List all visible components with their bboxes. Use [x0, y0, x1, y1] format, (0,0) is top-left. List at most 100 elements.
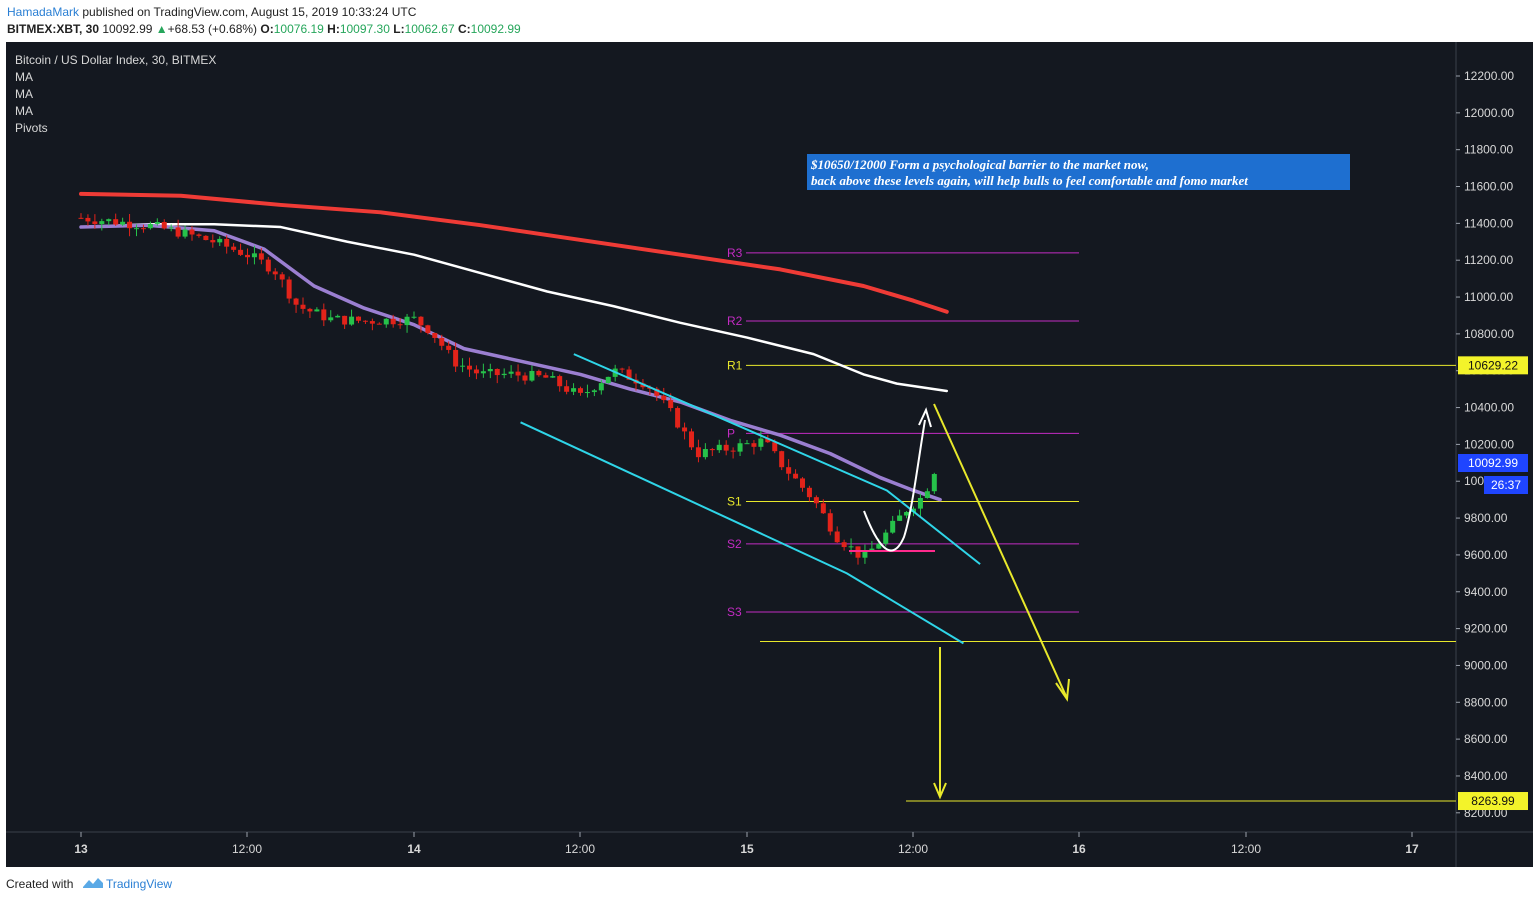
candle-body — [848, 546, 854, 548]
candle-body — [522, 375, 528, 381]
candle-body — [890, 520, 896, 533]
candle-body — [390, 318, 396, 325]
publication-line: HamadaMark published on TradingView.com,… — [7, 5, 416, 19]
legend-ma-3[interactable]: MA — [15, 104, 33, 118]
candle-body — [501, 373, 507, 376]
candle-body — [543, 375, 549, 378]
close-label: C: — [457, 22, 471, 36]
high-label: H: — [327, 22, 340, 36]
chart-panel[interactable]: 12200.00 12000.00 11800.00 11600.00 11400.00… — [6, 42, 1533, 867]
candle-body — [439, 337, 445, 346]
y-tick-label: 9400.00 — [1464, 585, 1508, 599]
published-text: published on TradingView.com, August 15,… — [82, 5, 417, 19]
open-label: O: — [260, 22, 274, 36]
pivot-label-r3: R3 — [727, 246, 743, 260]
candle-body — [286, 279, 292, 299]
candle-body — [827, 513, 833, 532]
candle-body — [196, 234, 202, 236]
candle-body — [120, 221, 126, 225]
open-value: 10076.19 — [273, 22, 324, 36]
candle-body — [134, 228, 139, 230]
x-tick-label: 15 — [740, 842, 754, 856]
candle-body — [737, 443, 743, 452]
x-tick-label: 12:00 — [898, 842, 928, 856]
price-chart[interactable]: 12200.00 12000.00 11800.00 11600.00 11400.00… — [6, 42, 1533, 867]
candle-body — [571, 388, 577, 392]
candle-body — [550, 376, 556, 378]
candle-body — [529, 370, 535, 381]
candle-body — [931, 474, 937, 492]
pivot-label-s2: S2 — [727, 537, 742, 551]
candle-body — [584, 392, 590, 394]
x-tick-label: 12:00 — [1231, 842, 1261, 856]
y-tick-label: 11800.00 — [1464, 143, 1513, 157]
candle-body — [210, 240, 216, 243]
candle-body — [508, 371, 514, 374]
candle-body — [258, 253, 264, 260]
moving-average-line — [79, 223, 949, 393]
candle-body — [168, 227, 174, 229]
candle-body — [904, 512, 910, 516]
candle-body — [876, 543, 882, 549]
y-tick-label: 11000.00 — [1464, 290, 1513, 304]
candle-body — [383, 318, 389, 325]
candle-body — [369, 321, 375, 324]
candle-body — [862, 551, 868, 558]
candle-body — [883, 532, 889, 544]
candle-body — [800, 478, 805, 488]
candle-body — [418, 316, 424, 326]
candle-body — [140, 228, 146, 230]
resistance-price-badge: 10629.22 — [1468, 358, 1518, 372]
symbol-label: BITMEX:XBT, 30 — [7, 22, 100, 36]
candle-body — [605, 376, 611, 384]
candle-body — [619, 368, 625, 370]
y-tick-label: 8400.00 — [1464, 769, 1508, 783]
candle-body — [321, 309, 327, 321]
candle-body — [751, 443, 757, 447]
candle-body — [328, 317, 334, 321]
candle-body — [307, 308, 313, 312]
candle-body — [668, 400, 674, 409]
candle-body — [356, 316, 361, 321]
candle-body — [293, 298, 299, 305]
candle-body — [203, 235, 209, 241]
candle-body — [654, 388, 660, 396]
x-tick-label: 12:00 — [565, 842, 595, 856]
legend-pivots[interactable]: Pivots — [15, 121, 48, 135]
current-price-badge: 10092.99 — [1468, 456, 1518, 470]
x-tick-label: 12:00 — [232, 842, 262, 856]
candle-body — [397, 324, 403, 326]
legend-ma-1[interactable]: MA — [15, 70, 33, 84]
candle-body — [591, 390, 597, 393]
pivot-label-r2: R2 — [727, 314, 743, 328]
tradingview-brand[interactable]: TradingView — [106, 877, 173, 891]
candle-body — [917, 497, 923, 509]
y-tick-label: 12200.00 — [1464, 69, 1514, 83]
candle-body — [772, 442, 778, 452]
candle-body — [432, 332, 438, 338]
price-change: +68.53 (+0.68%) — [167, 22, 258, 36]
tradingview-logo-icon — [83, 878, 103, 888]
candle-body — [467, 365, 472, 370]
candle-body — [536, 370, 542, 376]
candle-body — [730, 450, 736, 452]
bullish-arrowhead-icon — [918, 407, 932, 428]
high-value: 10097.30 — [339, 22, 390, 36]
author-link[interactable]: HamadaMark — [7, 5, 80, 19]
candle-body — [453, 349, 459, 367]
bearish-arrowhead-icon — [1055, 678, 1070, 702]
candle-body — [404, 316, 410, 326]
candle-body — [342, 315, 348, 325]
candle-body — [855, 546, 861, 558]
candle-body — [189, 229, 195, 235]
y-tick-label: 12000.00 — [1464, 106, 1514, 120]
legend-ma-2[interactable]: MA — [15, 87, 33, 101]
x-tick-label: 16 — [1072, 842, 1086, 856]
y-tick-label: 10800.00 — [1464, 327, 1514, 341]
countdown-badge-bg — [1484, 476, 1528, 494]
last-price: 10092.99 — [102, 22, 153, 36]
pivot-label-s1: S1 — [727, 495, 742, 509]
bullish-projection-curve — [863, 419, 926, 552]
candle-body — [224, 238, 230, 247]
y-tick-label: 11600.00 — [1464, 180, 1513, 194]
